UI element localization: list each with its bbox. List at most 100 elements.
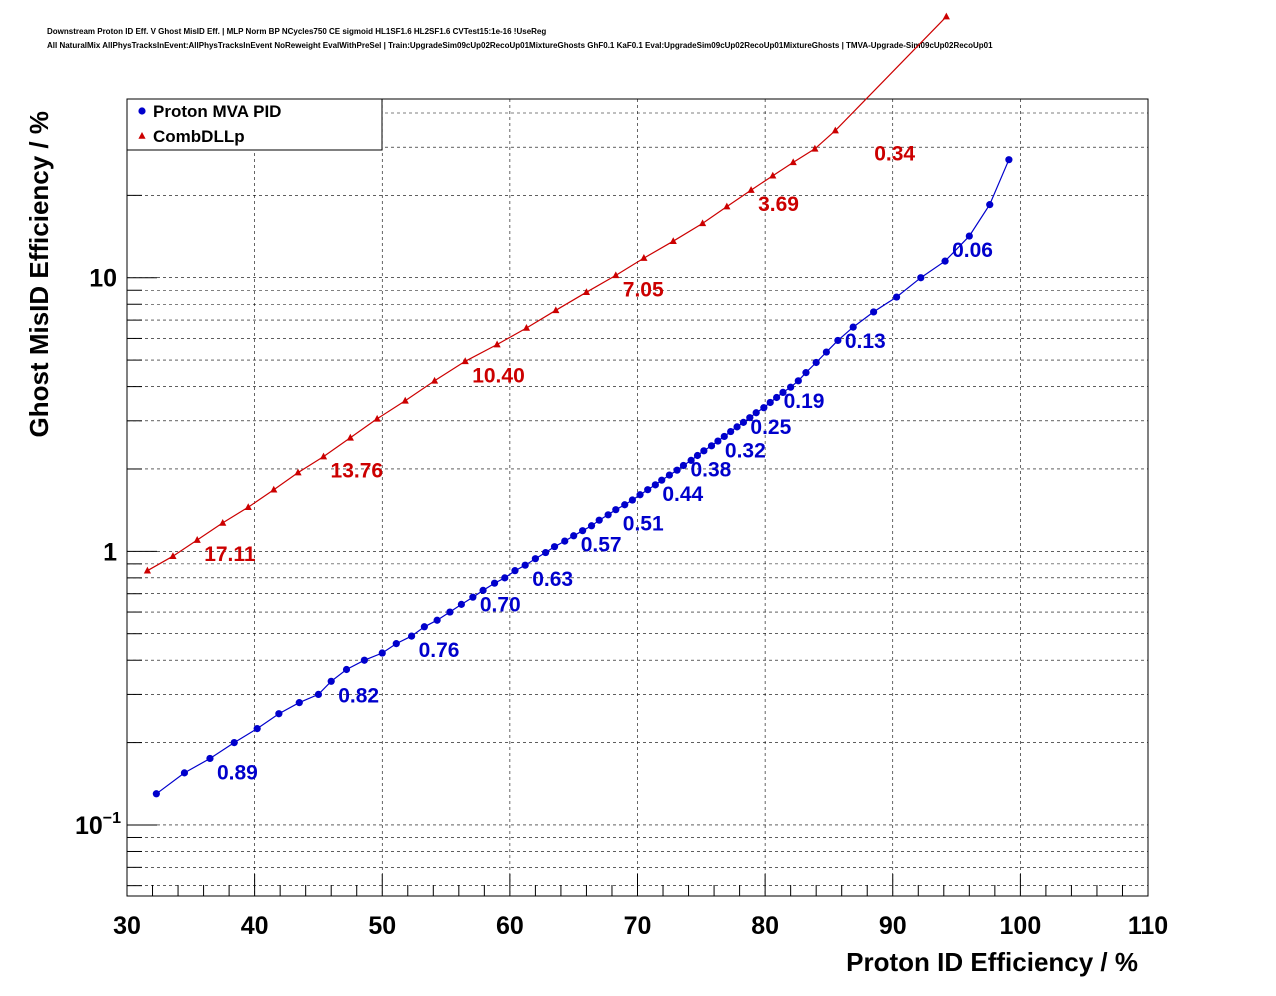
data-point — [831, 126, 839, 134]
legend-label: CombDLLp — [153, 127, 245, 146]
series-2: 17.11 13.76 10.40 7.05 3.69 0.34 — [143, 12, 950, 574]
data-point — [747, 186, 755, 193]
data-point — [693, 451, 702, 460]
data-point — [461, 357, 469, 365]
y-axis-title: Ghost MisID Efficiency / % — [24, 111, 54, 438]
data-point — [917, 274, 925, 282]
data-point — [295, 699, 303, 707]
data-point — [493, 340, 501, 348]
data-point — [392, 640, 400, 648]
point-label: 0.06 — [952, 239, 993, 262]
x-tick-label: 80 — [751, 912, 779, 940]
x-tick-label: 70 — [624, 912, 652, 940]
point-label: 0.13 — [845, 330, 886, 353]
data-point — [401, 396, 409, 404]
data-point — [679, 461, 688, 470]
series-layer: 0.89 0.82 0.76 0.70 0.63 0.570.51 0.440.380.32… — [143, 12, 1013, 798]
data-point — [941, 257, 949, 265]
legend-label: Proton MVA PID — [153, 102, 281, 121]
data-point — [870, 308, 878, 316]
data-point — [727, 427, 735, 436]
data-point — [621, 501, 629, 509]
data-point — [446, 608, 454, 616]
data-point — [433, 616, 441, 624]
data-point — [658, 476, 666, 484]
data-point — [892, 293, 901, 301]
data-point — [714, 437, 722, 445]
data-point — [193, 536, 201, 543]
data-point — [275, 710, 283, 718]
data-point — [802, 369, 810, 377]
data-point — [669, 237, 677, 244]
data-point — [152, 790, 160, 798]
data-point — [687, 456, 695, 464]
data-point — [346, 433, 354, 441]
series-line — [147, 16, 947, 572]
y-tick-label: 10−1 — [75, 810, 121, 840]
data-point — [582, 288, 591, 296]
data-point — [700, 447, 708, 455]
data-point — [849, 323, 857, 331]
data-point — [180, 769, 189, 777]
data-point — [378, 649, 386, 657]
point-label: 0.70 — [480, 593, 521, 616]
point-label: 0.89 — [217, 761, 258, 784]
data-point — [360, 656, 368, 664]
data-point — [408, 632, 416, 640]
data-point — [640, 254, 648, 261]
data-point — [587, 522, 596, 530]
data-point — [469, 593, 477, 601]
data-point — [319, 452, 328, 460]
data-point — [811, 144, 819, 152]
chart-title-line-2: All NaturalMix AllPhysTracksInEvent:AllP… — [47, 41, 993, 50]
data-point — [169, 552, 177, 559]
legend-marker — [138, 107, 146, 115]
data-point — [665, 471, 674, 479]
data-point — [430, 376, 439, 384]
point-label: 0.19 — [784, 390, 825, 413]
data-point — [787, 383, 795, 391]
data-point — [420, 623, 428, 631]
data-point — [570, 532, 578, 540]
data-point — [1005, 156, 1013, 164]
data-point — [965, 232, 973, 240]
data-point — [604, 511, 612, 519]
series-1: 0.89 0.82 0.76 0.70 0.63 0.570.51 0.440.380.32… — [152, 156, 1013, 798]
x-axis-title: Proton ID Efficiency / % — [846, 947, 1138, 977]
data-point — [746, 414, 754, 422]
data-point — [479, 586, 487, 594]
data-point — [552, 306, 560, 314]
data-point — [651, 481, 659, 489]
data-point — [490, 579, 499, 587]
data-point — [834, 336, 842, 345]
x-tick-label: 100 — [1000, 912, 1042, 940]
data-point — [628, 496, 636, 504]
data-point — [789, 158, 797, 166]
data-point — [314, 690, 323, 699]
data-point — [550, 543, 559, 551]
data-point — [723, 202, 731, 210]
data-point — [942, 12, 950, 20]
data-point — [327, 677, 335, 685]
x-tick-label: 110 — [1128, 912, 1168, 940]
data-point — [773, 393, 781, 402]
point-label: 0.63 — [532, 568, 573, 591]
point-label: 0.25 — [750, 416, 791, 439]
data-point — [542, 548, 550, 557]
data-point — [143, 566, 152, 574]
point-label: 13.76 — [331, 460, 384, 483]
y-tick-label: 10 — [89, 265, 117, 293]
y-tick-label: 1 — [103, 538, 117, 566]
legend: Proton MVA PID CombDLLp — [126, 98, 383, 151]
data-point — [531, 555, 540, 563]
data-point — [522, 324, 531, 331]
data-point — [294, 468, 302, 476]
data-point — [822, 348, 830, 356]
data-point — [769, 171, 777, 179]
x-tick-labels: 30 40 50 60 70 80 90 100 110 — [113, 912, 1168, 940]
x-tick-label: 60 — [496, 912, 524, 940]
data-point — [579, 527, 587, 535]
x-tick-label: 90 — [879, 912, 907, 940]
chart-title-line-1: Downstream Proton ID Eff. V Ghost MisID … — [47, 27, 547, 36]
